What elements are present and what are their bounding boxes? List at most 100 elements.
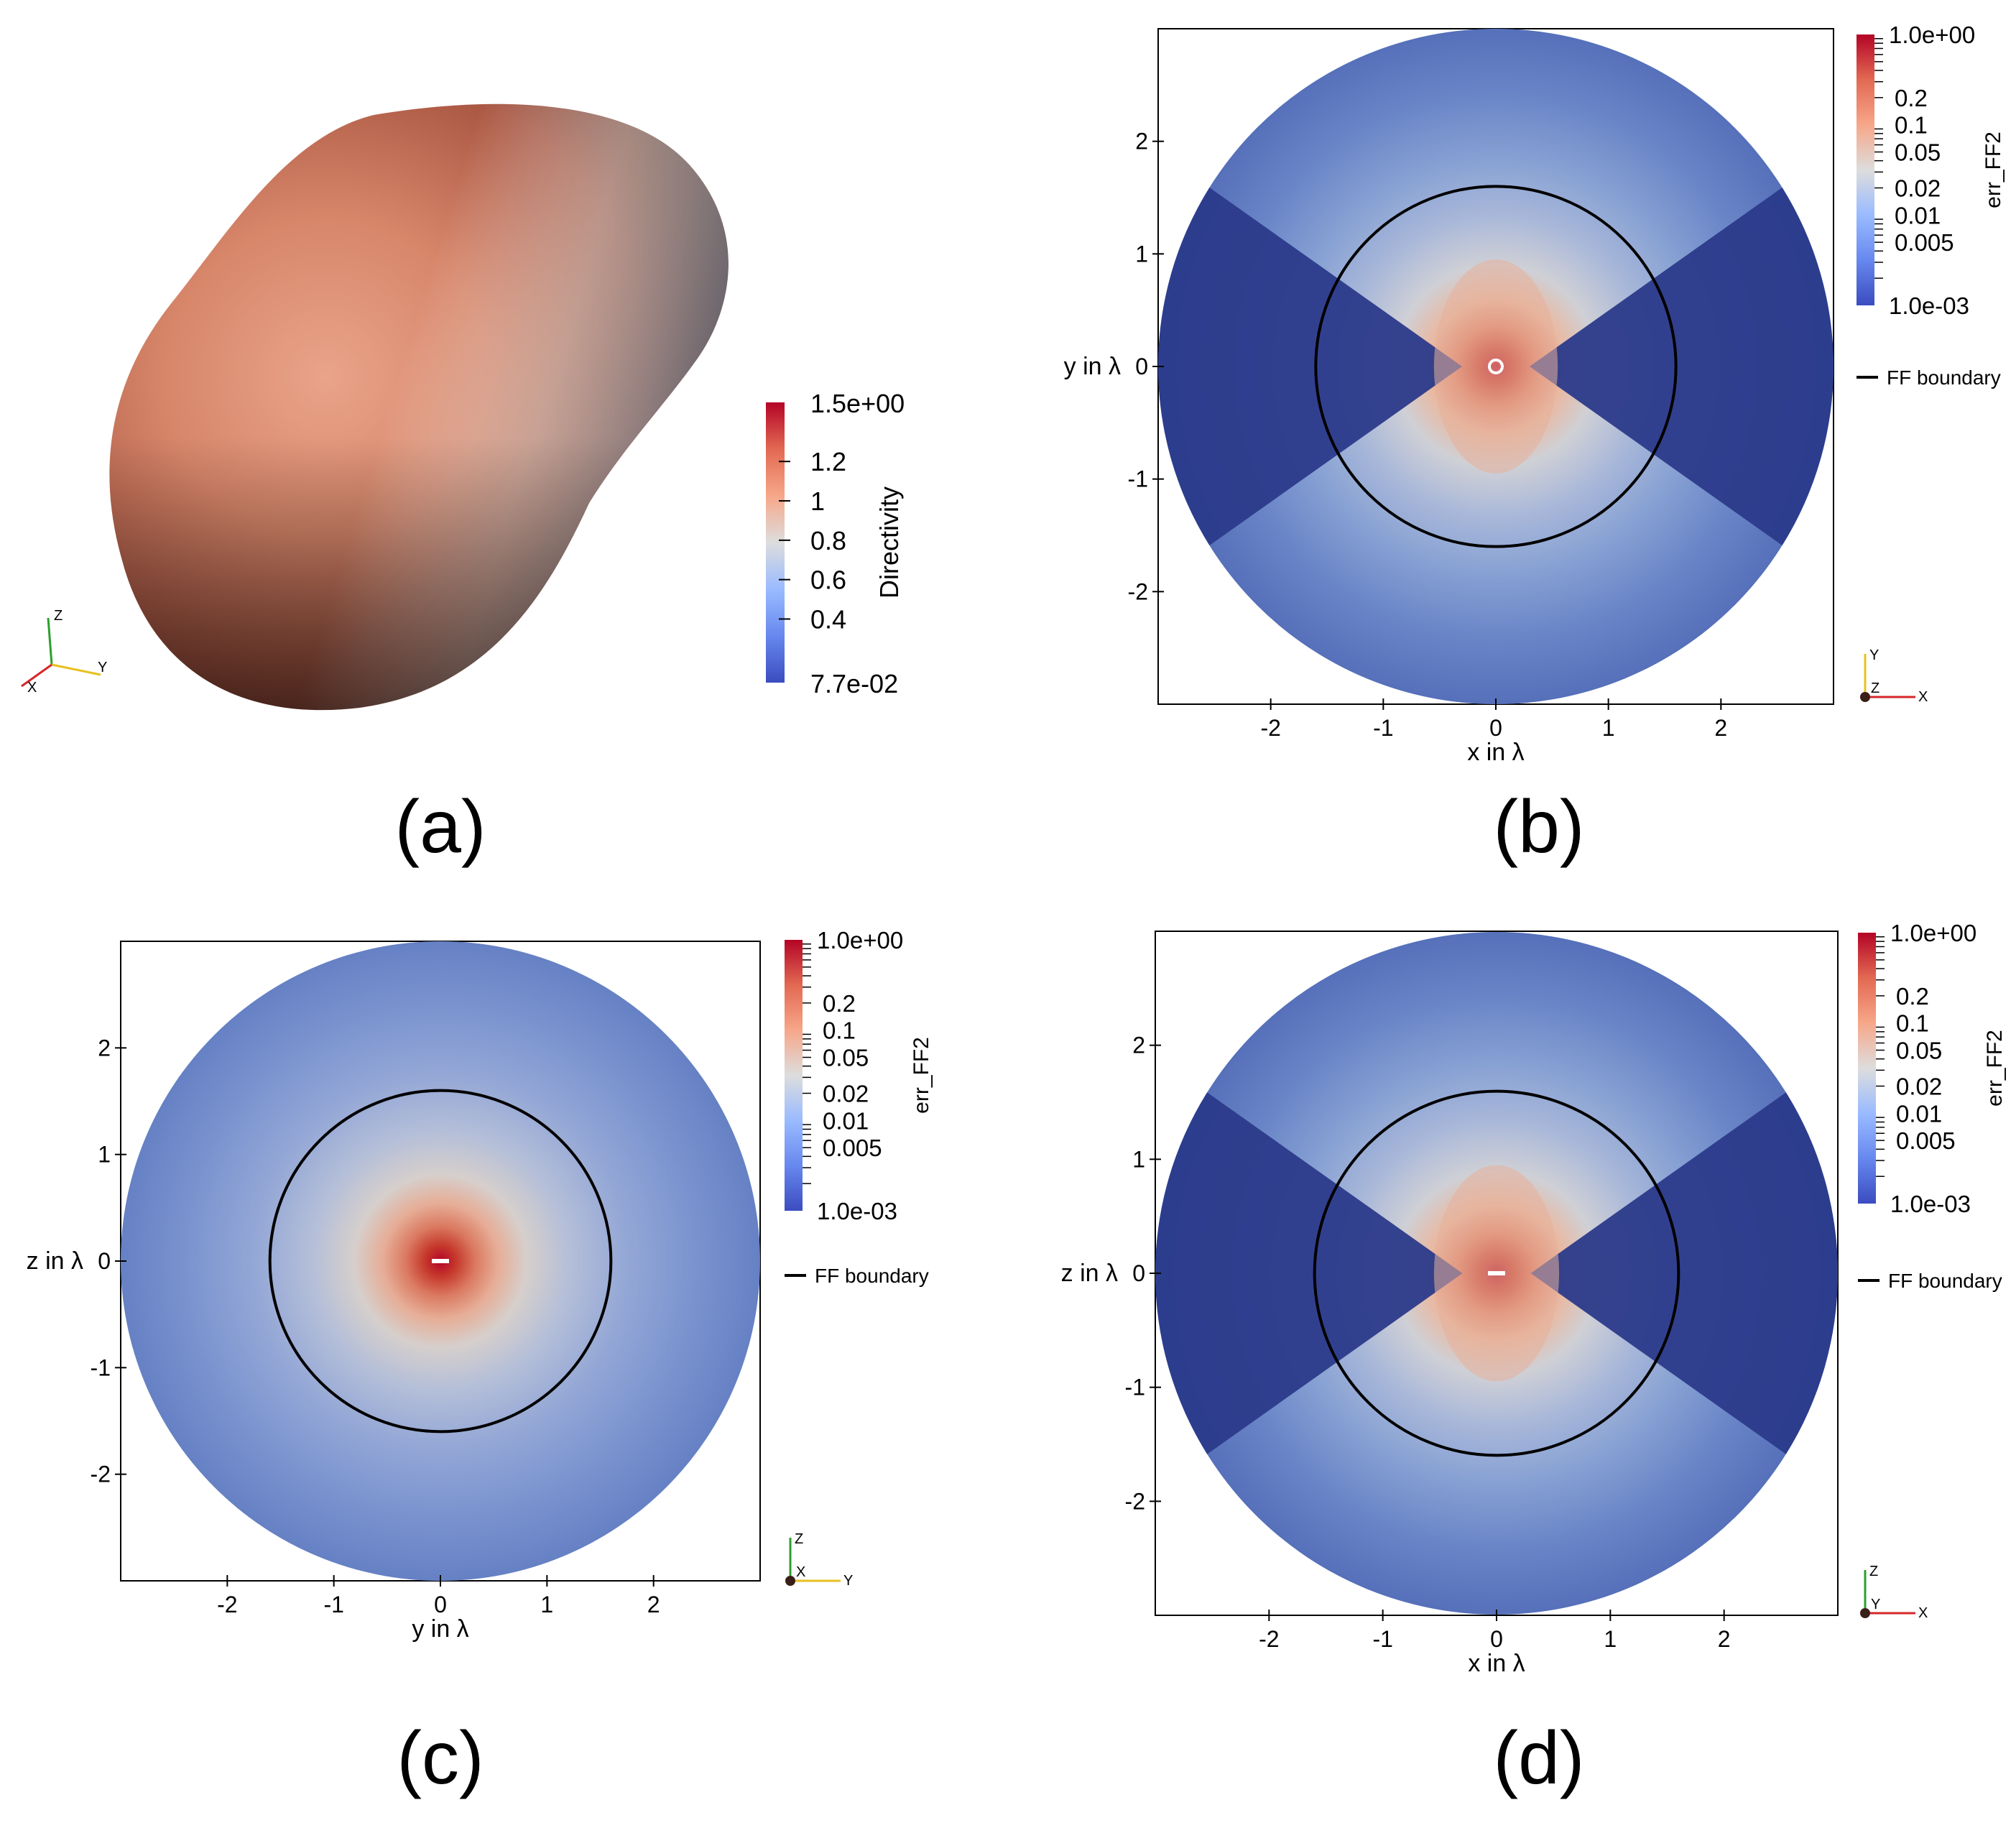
panel-d: -2 -1 0 1 2 x in λ 2 1 0 -1 -2 z in λ 1.0e+00 1.0e-03… — [1061, 920, 2007, 1677]
x-axis-label: x in λ — [1467, 739, 1524, 766]
y-tick-label: 2 — [1132, 1033, 1145, 1058]
colorbar-tick-label: 0.2 — [1896, 983, 1929, 1010]
triad-up-label: Y — [1869, 647, 1879, 663]
colorbar-title: err_FF2 — [1982, 131, 2005, 208]
colorbar-max-label: 1.0e+00 — [1890, 920, 1976, 946]
legend-label: FF boundary — [815, 1265, 929, 1287]
x-tick-label: -1 — [1372, 1626, 1392, 1652]
x-tick-label: -2 — [1259, 1626, 1279, 1652]
directivity-surface-shadow — [109, 103, 729, 711]
y-axis-label: z in λ — [1061, 1260, 1118, 1287]
x-tick-label: -1 — [323, 1592, 343, 1617]
ff-boundary-circle — [268, 1089, 613, 1434]
triad-right-label: Y — [843, 1573, 853, 1589]
x-tick-label: -2 — [1260, 715, 1280, 741]
colorbar-tick-label: 0.8 — [810, 526, 846, 555]
x-tick-label: 0 — [434, 1592, 447, 1617]
y-tick-label: -2 — [1128, 578, 1148, 604]
panel-label-b: (b) — [1493, 785, 1585, 869]
source-marker — [1488, 1271, 1505, 1275]
panel-c: -2 -1 0 1 2 y in λ 2 1 0 -1 -2 z in λ 1.0e+00 1.0e-03… — [27, 927, 933, 1643]
triad-origin — [785, 1576, 795, 1586]
triad-x-label: X — [27, 680, 37, 696]
y-tick-label: -2 — [91, 1462, 111, 1487]
colorbar-tick-label: 0.01 — [823, 1107, 869, 1134]
colorbar-tick-label: 1.2 — [810, 447, 846, 476]
colorbar-tick-label: 0.1 — [823, 1017, 856, 1044]
colorbar-min-label: 1.0e-03 — [1890, 1191, 1971, 1217]
x-tick-label: 1 — [1604, 1626, 1617, 1652]
triad-up-label: Z — [1869, 1564, 1878, 1579]
colorbar-tick-label: 0.05 — [823, 1044, 869, 1071]
panel-label-c: (c) — [397, 1717, 484, 1800]
colorbar-tick-label: 0.02 — [1895, 175, 1941, 202]
x-axis-label: y in λ — [412, 1615, 468, 1643]
y-tick-label: -1 — [1125, 1375, 1145, 1400]
y-tick-label: 1 — [98, 1142, 111, 1168]
colorbar-tick-label: 0.1 — [1895, 112, 1928, 139]
x-tick-label: 0 — [1490, 1626, 1503, 1652]
colorbar-max-label: 1.5e+00 — [810, 389, 905, 418]
panel-b: -2 -1 0 1 2 x in λ 2 1 0 -1 -2 y in λ 1.0e+00 1.0e-03… — [1064, 22, 2005, 766]
ff-boundary-circle — [1314, 185, 1678, 548]
x-tick-label: -2 — [217, 1592, 237, 1617]
y-axis-label: y in λ — [1064, 353, 1121, 380]
colorbar-min-label: 7.7e-02 — [810, 669, 898, 698]
y-tick-label: 0 — [1135, 354, 1148, 379]
triad-y-axis — [51, 663, 101, 676]
colorbar-min-label: 1.0e-03 — [1889, 292, 1969, 319]
colorbar-title: Directivity — [874, 486, 904, 599]
colorbar-max-label: 1.0e+00 — [1889, 22, 1975, 48]
colorbar-tick-label: 0.02 — [1896, 1074, 1942, 1100]
y-axis-label: z in λ — [27, 1247, 83, 1275]
source-marker — [432, 1259, 449, 1263]
panel-label-a: (a) — [394, 785, 486, 869]
colorbar-max-label: 1.0e+00 — [817, 927, 903, 954]
panel-a: 1.5e+00 7.7e-02 1.2 1 0.8 0.6 0.4 Directivity Z Y… — [21, 103, 905, 711]
colorbar-tick-label: 0.01 — [1896, 1100, 1942, 1127]
y-tick-label: -1 — [1128, 466, 1148, 492]
x-tick-label: 2 — [647, 1592, 660, 1617]
high-error-core — [1433, 259, 1558, 474]
source-marker — [1488, 359, 1504, 374]
colorbar-tick-label: 0.2 — [1895, 85, 1928, 111]
colorbar-tick-label: 0.1 — [1896, 1010, 1929, 1037]
y-tick-label: -1 — [91, 1354, 111, 1380]
triad-z-label: Z — [54, 608, 63, 624]
colorbar-title: err_FF2 — [910, 1037, 933, 1114]
colorbar-tick-label: 0.01 — [1895, 202, 1941, 228]
triad-origin — [1860, 692, 1870, 702]
y-tick-label: 1 — [1132, 1146, 1145, 1172]
x-tick-label: 1 — [540, 1592, 553, 1617]
triad-right-label: X — [1918, 1605, 1928, 1621]
triad-x-axis — [21, 663, 52, 688]
triad-y-label: Y — [98, 660, 107, 675]
colorbar-tick-label: 1 — [810, 486, 825, 516]
colorbar-tick-label: 0.005 — [1895, 229, 1954, 256]
triad-origin — [1860, 1608, 1870, 1618]
colorbar-tick-label: 0.05 — [1896, 1037, 1942, 1063]
x-tick-label: 1 — [1602, 715, 1615, 741]
triad-origin-label: Z — [1871, 680, 1879, 696]
x-axis-label: x in λ — [1468, 1650, 1525, 1677]
triad-origin-label: Y — [1871, 1597, 1880, 1612]
error-colorbar — [1857, 34, 1874, 305]
colorbar-tick-label: 0.005 — [1896, 1127, 1956, 1154]
panel-label-d: (d) — [1493, 1717, 1585, 1800]
x-tick-label: 2 — [1714, 715, 1727, 741]
error-colorbar — [1858, 933, 1876, 1204]
legend-label: FF boundary — [1888, 1270, 2002, 1292]
colorbar-tick-label: 0.4 — [810, 604, 846, 634]
colorbar-tick-label: 0.02 — [823, 1081, 869, 1107]
directivity-colorbar — [766, 402, 785, 683]
legend-label: FF boundary — [1887, 366, 2001, 389]
low-error-lobe-right — [1530, 1092, 1838, 1454]
colorbar-min-label: 1.0e-03 — [817, 1198, 897, 1224]
y-tick-label: 0 — [1132, 1260, 1145, 1286]
ff-boundary-circle — [1313, 1089, 1680, 1457]
triad-z-axis — [47, 617, 53, 665]
triad-origin-label: X — [796, 1564, 805, 1580]
colorbar-tick-label: 0.6 — [810, 566, 846, 595]
x-tick-label: -1 — [1373, 715, 1393, 741]
